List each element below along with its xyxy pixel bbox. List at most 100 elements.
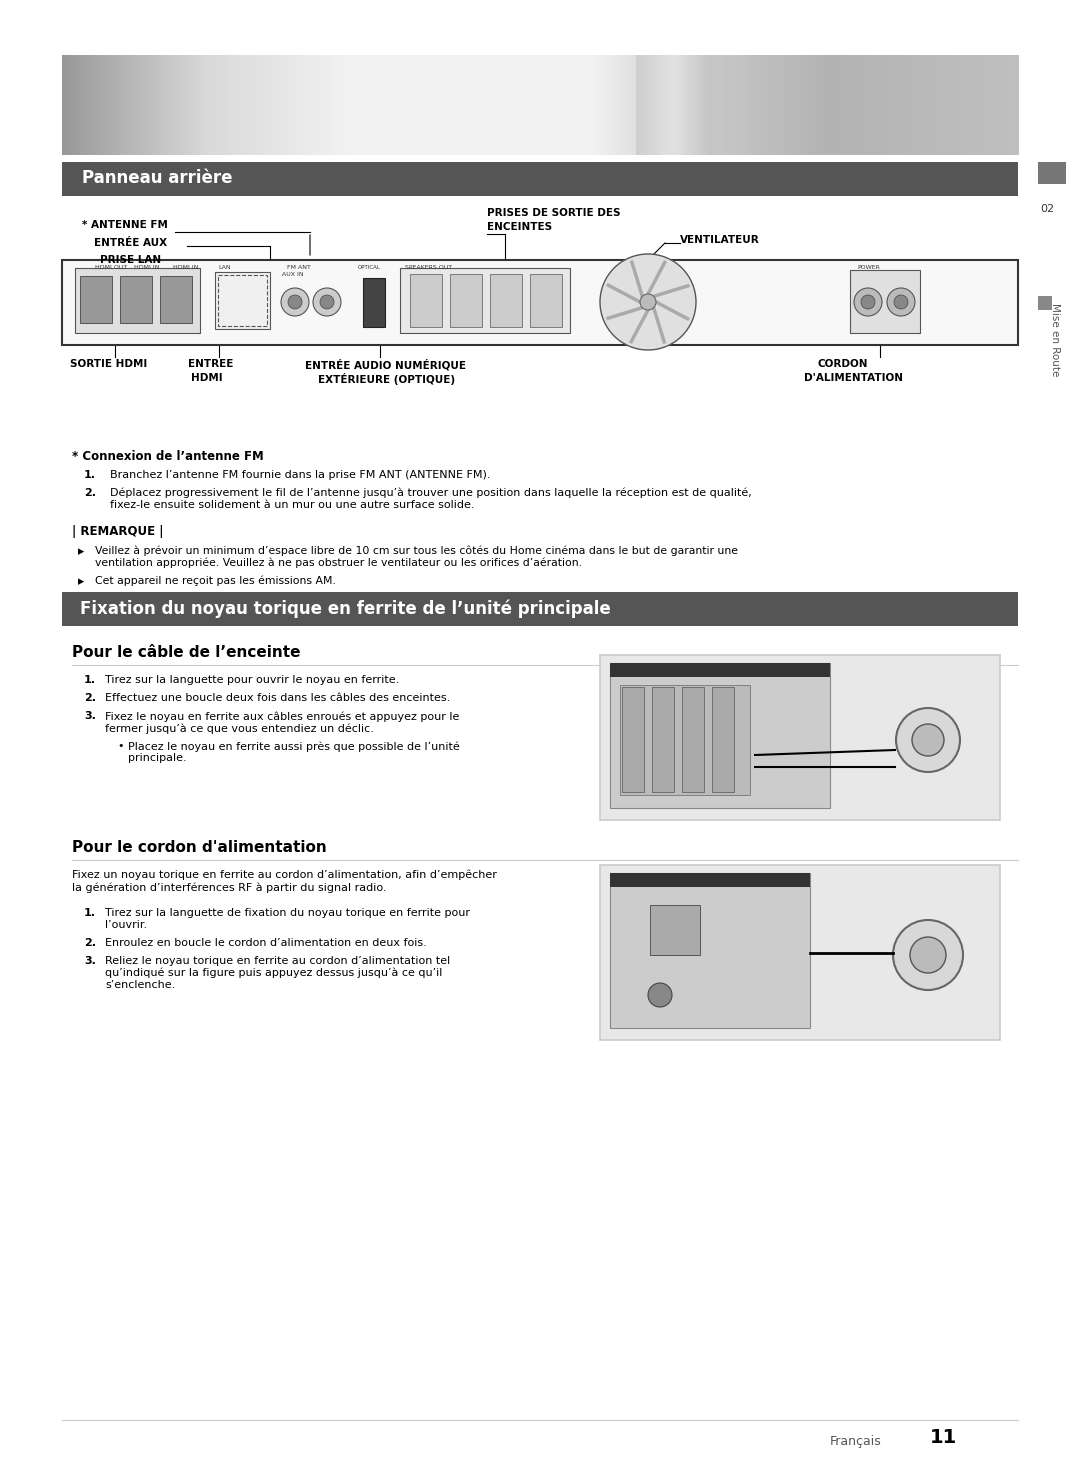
Bar (693, 55, 696, 155)
Bar (846, 55, 851, 155)
Bar (664, 55, 670, 155)
Bar (578, 55, 583, 155)
Bar (681, 55, 683, 155)
Bar (449, 55, 455, 155)
Bar (822, 55, 827, 155)
Bar (215, 55, 220, 155)
Bar (138, 55, 144, 155)
Text: POWER: POWER (858, 265, 880, 271)
Bar (698, 55, 703, 155)
Text: ENTREE: ENTREE (188, 359, 233, 368)
Bar (727, 55, 732, 155)
Bar (851, 55, 856, 155)
Bar (86, 55, 91, 155)
Bar (554, 55, 559, 155)
Bar (559, 55, 565, 155)
Bar (610, 873, 810, 887)
Bar (660, 55, 662, 155)
Bar (802, 55, 808, 155)
Bar (638, 55, 640, 155)
Bar (406, 55, 411, 155)
Bar (755, 55, 760, 155)
Text: Pour le câble de l’enceinte: Pour le câble de l’enceinte (72, 645, 300, 660)
Bar (329, 55, 335, 155)
Bar (741, 55, 746, 155)
Bar (239, 55, 244, 155)
Bar (620, 685, 750, 796)
Bar (670, 55, 671, 155)
Bar (951, 55, 957, 155)
Bar (540, 55, 545, 155)
Bar (696, 55, 697, 155)
Bar (91, 55, 96, 155)
Bar (134, 55, 139, 155)
Bar (603, 55, 607, 155)
Bar (999, 55, 1004, 155)
Bar (387, 55, 392, 155)
Bar (903, 55, 908, 155)
Bar (368, 55, 374, 155)
Circle shape (854, 288, 882, 317)
Bar (490, 274, 522, 327)
Bar (646, 55, 648, 155)
Bar (707, 55, 710, 155)
Text: LAN: LAN (218, 265, 231, 271)
Bar (569, 55, 573, 155)
Bar (610, 873, 810, 1028)
Bar (922, 55, 928, 155)
Text: HDMI OUT: HDMI OUT (95, 265, 127, 271)
Bar (680, 55, 681, 155)
Bar (832, 55, 837, 155)
Bar (663, 55, 664, 155)
Bar (473, 55, 478, 155)
Text: Enroulez en boucle le cordon d’alimentation en deux fois.: Enroulez en boucle le cordon d’alimentat… (105, 938, 427, 948)
Text: Panneau arrière: Panneau arrière (82, 169, 232, 186)
Bar (707, 55, 713, 155)
Bar (292, 55, 297, 155)
Bar (450, 274, 482, 327)
Bar (211, 55, 216, 155)
Bar (841, 55, 847, 155)
Text: 11: 11 (930, 1429, 957, 1446)
Bar (942, 55, 947, 155)
Text: Reliez le noyau torique en ferrite au cordon d’alimentation tel
qu’indiqué sur l: Reliez le noyau torique en ferrite au co… (105, 955, 450, 989)
Bar (588, 55, 593, 155)
Bar (735, 55, 741, 155)
Bar (218, 275, 267, 325)
Text: 3.: 3. (84, 711, 96, 720)
Bar (550, 55, 555, 155)
Bar (181, 55, 187, 155)
Bar (689, 55, 691, 155)
Bar (325, 55, 330, 155)
Text: 3.: 3. (84, 955, 96, 966)
Bar (706, 55, 707, 155)
Bar (721, 55, 727, 155)
Text: SPEAKERS OUT: SPEAKERS OUT (405, 265, 453, 271)
Text: AUX IN: AUX IN (282, 272, 303, 277)
Bar (712, 688, 734, 791)
Bar (530, 55, 536, 155)
Bar (507, 55, 512, 155)
Bar (363, 55, 368, 155)
Bar (320, 55, 325, 155)
Bar (675, 55, 677, 155)
Bar (649, 55, 651, 155)
Text: | REMARQUE |: | REMARQUE | (72, 525, 163, 538)
Bar (129, 55, 134, 155)
Bar (544, 55, 550, 155)
Bar (600, 865, 1000, 1040)
Text: 1.: 1. (84, 908, 96, 918)
Bar (642, 55, 644, 155)
Bar (946, 55, 951, 155)
Bar (678, 55, 684, 155)
Bar (660, 55, 665, 155)
Bar (95, 55, 100, 155)
Bar (631, 55, 636, 155)
Bar (681, 688, 704, 791)
Text: •: • (117, 741, 123, 751)
Bar (516, 55, 522, 155)
Bar (1003, 55, 1009, 155)
Bar (167, 55, 173, 155)
Text: Pour le cordon d'alimentation: Pour le cordon d'alimentation (72, 840, 327, 855)
Bar (684, 55, 689, 155)
